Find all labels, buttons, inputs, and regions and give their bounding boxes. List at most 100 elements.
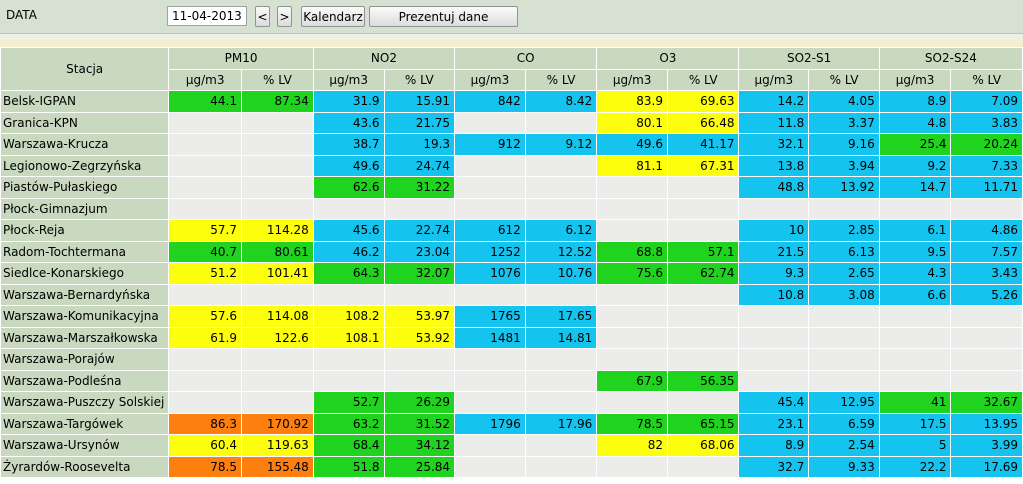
concentration-cell [312, 369, 385, 392]
limit-percent-cell: 122.6 [240, 326, 314, 349]
concentration-cell: 86.3 [168, 412, 242, 435]
concentration-cell: 57.7 [168, 219, 242, 242]
limit-percent-cell: 87.34 [240, 90, 314, 113]
limit-percent-cell [808, 197, 880, 220]
station-name: Płock-Reja [0, 219, 170, 242]
limit-percent-cell: 8.42 [524, 90, 598, 113]
table-row: Warszawa-Puszczy Solskiej 52.7 26.29 45.4 12… [0, 391, 1023, 414]
concentration-cell: 51.2 [168, 262, 242, 285]
concentration-cell: 68.4 [312, 434, 385, 457]
limit-percent-cell [666, 219, 740, 242]
concentration-cell [454, 197, 526, 220]
concentration-cell: 80.1 [596, 111, 668, 134]
table-row: Granica-KPN 43.6 21.75 80.1 66.48 11.8 3.37 4.8… [0, 111, 1023, 134]
pollutant-header: SO2-S1 [738, 47, 880, 70]
limit-percent-cell [808, 305, 880, 328]
concentration-cell [878, 326, 952, 349]
limit-percent-cell: 3.99 [950, 434, 1023, 457]
limit-percent-cell: 3.94 [808, 154, 880, 177]
limit-percent-cell: 66.48 [666, 111, 740, 134]
concentration-cell: 612 [454, 219, 526, 242]
limit-percent-cell: 56.35 [666, 369, 740, 392]
concentration-cell [738, 197, 810, 220]
concentration-cell [312, 348, 385, 371]
concentration-cell [596, 455, 668, 478]
limit-percent-cell [524, 283, 598, 306]
limit-percent-cell: 7.09 [950, 90, 1023, 113]
concentration-cell: 9.2 [878, 154, 952, 177]
limit-percent-cell [666, 391, 740, 414]
concentration-cell: 23.1 [738, 412, 810, 435]
concentration-cell: 8.9 [878, 90, 952, 113]
unit-header: µg/m3 [738, 68, 810, 91]
concentration-cell: 83.9 [596, 90, 668, 113]
calendar-button[interactable]: Kalendarz [301, 6, 365, 27]
concentration-cell [168, 154, 242, 177]
limit-percent-cell [666, 326, 740, 349]
unit-header: % LV [808, 68, 880, 91]
table-row: Płock-Reja 57.7 114.28 45.6 22.74 612 6.12 10 2.… [0, 219, 1023, 242]
limit-percent-cell: 31.22 [383, 176, 456, 199]
limit-percent-cell: 24.74 [383, 154, 456, 177]
concentration-cell: 1765 [454, 305, 526, 328]
limit-percent-cell: 3.37 [808, 111, 880, 134]
limit-percent-cell: 14.81 [524, 326, 598, 349]
concentration-cell [596, 391, 668, 414]
concentration-cell [312, 283, 385, 306]
limit-percent-cell: 19.3 [383, 133, 456, 156]
limit-percent-cell [808, 348, 880, 371]
concentration-cell [454, 154, 526, 177]
station-name: Warszawa-Podleśna [0, 369, 170, 392]
limit-percent-cell: 80.61 [240, 240, 314, 263]
concentration-cell: 63.2 [312, 412, 385, 435]
limit-percent-cell: 2.65 [808, 262, 880, 285]
pollutant-header: SO2-S24 [878, 47, 1023, 70]
date-input[interactable] [167, 6, 247, 26]
concentration-cell: 75.6 [596, 262, 668, 285]
limit-percent-cell: 57.1 [666, 240, 740, 263]
concentration-cell [168, 348, 242, 371]
limit-percent-cell: 53.92 [383, 326, 456, 349]
concentration-cell: 14.2 [738, 90, 810, 113]
limit-percent-cell: 2.85 [808, 219, 880, 242]
unit-header: % LV [240, 68, 314, 91]
concentration-cell [878, 305, 952, 328]
limit-percent-cell: 31.52 [383, 412, 456, 435]
limit-percent-cell: 4.86 [950, 219, 1023, 242]
limit-percent-cell: 13.92 [808, 176, 880, 199]
concentration-cell [878, 369, 952, 392]
limit-percent-cell [240, 369, 314, 392]
prev-day-button[interactable]: < [255, 6, 270, 27]
present-data-button[interactable]: Prezentuj dane [369, 6, 518, 27]
concentration-cell: 40.7 [168, 240, 242, 263]
concentration-cell [738, 369, 810, 392]
table-row: Warszawa-Komunikacyjna 57.6 114.08 108.2 53.… [0, 305, 1023, 328]
date-label: DATA [6, 8, 37, 22]
concentration-cell: 14.7 [878, 176, 952, 199]
pollutant-header: PM10 [168, 47, 314, 70]
concentration-cell: 108.2 [312, 305, 385, 328]
limit-percent-cell: 69.63 [666, 90, 740, 113]
limit-percent-cell [383, 348, 456, 371]
limit-percent-cell: 12.52 [524, 240, 598, 263]
concentration-cell [168, 369, 242, 392]
concentration-cell: 32.7 [738, 455, 810, 478]
limit-percent-cell [524, 111, 598, 134]
table-row: Piastów-Pułaskiego 62.6 31.22 48.8 13.92 14.7… [0, 176, 1023, 199]
concentration-cell [878, 348, 952, 371]
table-row: Warszawa-Marszałkowska 61.9 122.6 108.1 53.9… [0, 326, 1023, 349]
limit-percent-cell: 34.12 [383, 434, 456, 457]
next-day-button[interactable]: > [277, 6, 292, 27]
concentration-cell: 78.5 [168, 455, 242, 478]
limit-percent-cell: 17.69 [950, 455, 1023, 478]
table-row: Siedlce-Konarskiego 51.2 101.41 64.3 32.07 10… [0, 262, 1023, 285]
limit-percent-cell [240, 283, 314, 306]
limit-percent-cell [950, 326, 1023, 349]
concentration-cell: 25.4 [878, 133, 952, 156]
limit-percent-cell [240, 154, 314, 177]
concentration-cell: 6.1 [878, 219, 952, 242]
limit-percent-cell: 9.12 [524, 133, 598, 156]
concentration-cell [596, 326, 668, 349]
limit-percent-cell: 17.96 [524, 412, 598, 435]
station-column-header: Stacja [0, 47, 170, 91]
